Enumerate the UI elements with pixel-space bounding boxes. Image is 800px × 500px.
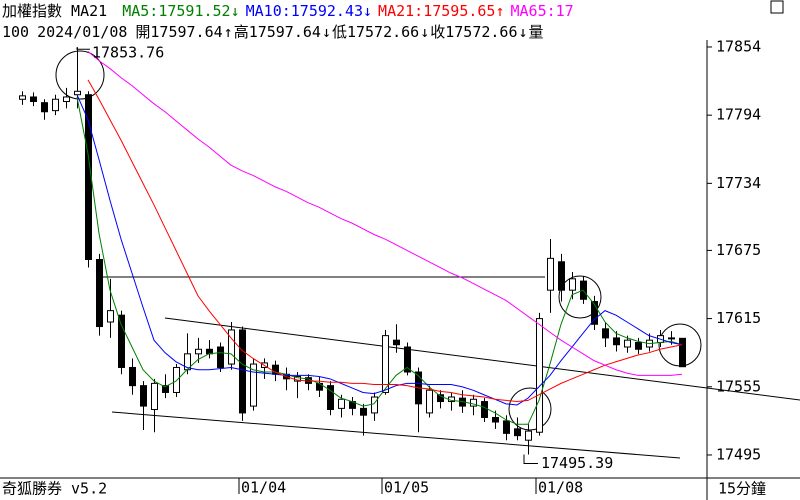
candle-body <box>492 416 499 423</box>
candle-body <box>239 329 246 414</box>
candle-body <box>30 96 37 103</box>
info-item: 量 <box>529 23 544 41</box>
info-item: 高17597.64 <box>234 23 321 41</box>
ma-line <box>87 79 683 403</box>
candle-body <box>85 94 92 260</box>
info-item: 100 <box>2 23 29 41</box>
instrument: 加權指數 <box>2 2 62 20</box>
candle-body <box>426 389 433 414</box>
y-tick-label: 17675 <box>716 241 761 259</box>
candle-body <box>360 407 367 416</box>
candle-body <box>624 339 631 348</box>
info-item: 2024/01/08 <box>37 23 127 41</box>
candle-body <box>118 314 125 368</box>
candle-body <box>371 396 378 414</box>
candle-body <box>525 430 532 441</box>
candle-body <box>393 339 400 346</box>
ma-value: MA10:17592.43 <box>246 2 363 20</box>
candle-body <box>635 341 642 350</box>
candle-body <box>162 385 169 393</box>
candle-body <box>74 90 81 96</box>
y-tick-label: 17555 <box>716 377 761 395</box>
header-row: 加權指數 MA21 MA5:17591.52↓ MA10:17592.43↓ MA2… <box>2 2 574 20</box>
ma-value: MA5:17591.52 <box>122 2 230 20</box>
candle-body <box>316 382 323 391</box>
candle-body <box>668 337 675 340</box>
info-item: 低17572.66 <box>332 23 419 41</box>
candle-body <box>228 329 235 365</box>
candle-body <box>591 301 598 325</box>
candle-body <box>107 310 114 323</box>
candle-body <box>679 337 686 368</box>
ma-line <box>87 51 683 376</box>
candle-body <box>404 346 411 373</box>
window-button[interactable] <box>770 0 784 14</box>
trend-line <box>111 411 681 459</box>
ma-trend: ↓ <box>231 2 240 20</box>
info-item: ↓ <box>420 23 429 41</box>
candle-body <box>382 335 389 393</box>
candle-body <box>338 398 345 409</box>
candle-body <box>195 348 202 355</box>
annotation-leader <box>523 454 538 465</box>
candle-body <box>613 337 620 346</box>
candle-body <box>481 401 488 418</box>
candle-body <box>569 278 576 291</box>
candle-body <box>19 95 26 100</box>
candle-body <box>558 261 565 291</box>
candle-body <box>470 398 477 407</box>
candle-body <box>437 394 444 403</box>
candle-body <box>129 366 136 387</box>
candle-body <box>217 346 224 368</box>
candle-body <box>151 382 158 411</box>
y-tick-label: 17615 <box>716 309 761 327</box>
candle-body <box>514 428 521 437</box>
candle-body <box>503 420 510 434</box>
trend-line <box>164 317 800 401</box>
ma-label: MA21 <box>71 2 107 20</box>
ma-line <box>76 96 683 425</box>
candle-body <box>250 363 257 407</box>
annotation-leader <box>76 47 90 50</box>
info-item: 收17572.66 <box>430 23 517 41</box>
ma-trend: ↓ <box>363 2 372 20</box>
y-tick-label: 17794 <box>716 106 761 124</box>
y-tick-label: 17854 <box>716 37 761 55</box>
highlight-circle <box>558 275 602 319</box>
candle-body <box>547 257 554 291</box>
header: 加權指數 MA21 MA5:17591.52↓ MA10:17592.43↓ MA2… <box>2 2 574 20</box>
annotation: 17495.39 <box>541 454 613 472</box>
ma-trend: ↑ <box>495 2 504 20</box>
footer-left: 奇狐勝券 v5.2 <box>2 480 107 498</box>
candle-body <box>327 385 334 411</box>
highlight-circle <box>508 387 552 431</box>
info-item: 開17597.64 <box>135 23 222 41</box>
candle-body <box>140 385 147 407</box>
annotation: 17853.76 <box>92 44 164 62</box>
candle-body <box>536 318 543 433</box>
ma-value: MA21:17595.65 <box>378 2 495 20</box>
x-tick-label: 01/05 <box>384 479 429 497</box>
info-item: ↓ <box>322 23 331 41</box>
candle-body <box>602 328 609 339</box>
y-tick-label: 17734 <box>716 174 761 192</box>
candle-body <box>41 102 48 113</box>
candle-body <box>63 96 70 103</box>
info-row: 100 2024/01/08 開17597.64↑高17597.64↓低17572.… <box>2 23 544 41</box>
ma-value: MA65:17 <box>510 2 573 20</box>
x-tick-label: 01/08 <box>538 479 583 497</box>
info-item: ↓ <box>519 23 528 41</box>
ma-line <box>76 94 683 406</box>
x-tick-label: 01/04 <box>241 479 286 497</box>
candle-body <box>52 98 59 112</box>
footer-right: 15分鐘 <box>718 480 766 498</box>
info-item: ↑ <box>224 23 233 41</box>
highlight-circle <box>55 50 105 100</box>
candle-body <box>96 258 103 328</box>
y-tick-label: 17495 <box>716 445 761 463</box>
